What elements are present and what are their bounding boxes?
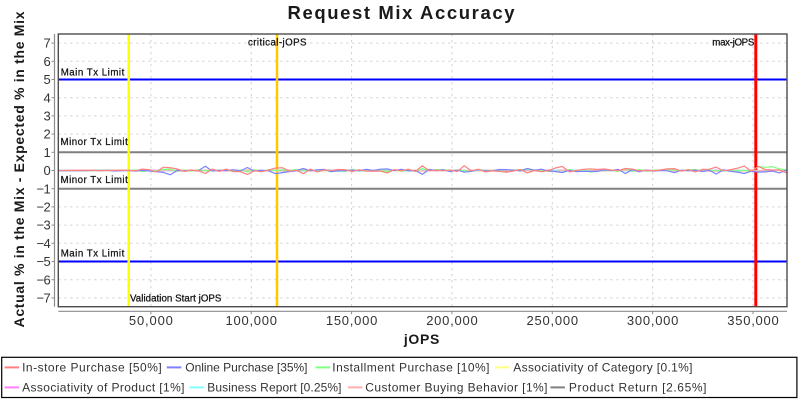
svg-text:Validation Start jOPS: Validation Start jOPS — [130, 293, 222, 304]
svg-text:Actual % in the Mix - Expected: Actual % in the Mix - Expected % in the … — [11, 11, 27, 327]
svg-text:Minor Tx Limit: Minor Tx Limit — [61, 137, 129, 148]
svg-text:100,000: 100,000 — [226, 313, 278, 328]
svg-text:jOPS: jOPS — [403, 331, 440, 347]
svg-text:350,000: 350,000 — [727, 313, 779, 328]
svg-text:−2: −2 — [37, 200, 51, 215]
svg-text:Customer Buying Behavior [1%]: Customer Buying Behavior [1%] — [365, 381, 547, 395]
svg-text:−7: −7 — [37, 291, 51, 306]
svg-text:250,000: 250,000 — [527, 313, 579, 328]
svg-text:Minor Tx Limit: Minor Tx Limit — [61, 175, 129, 186]
svg-text:critical-jOPS: critical-jOPS — [248, 38, 307, 49]
svg-text:−4: −4 — [37, 236, 51, 251]
svg-text:4: 4 — [43, 90, 50, 105]
svg-text:Installment Purchase [10%]: Installment Purchase [10%] — [332, 361, 489, 375]
svg-text:200,000: 200,000 — [426, 313, 478, 328]
svg-text:Product Return [2.65%]: Product Return [2.65%] — [569, 381, 707, 395]
svg-text:0: 0 — [43, 163, 50, 178]
svg-text:Request Mix Accuracy: Request Mix Accuracy — [288, 2, 516, 23]
svg-text:7: 7 — [43, 36, 50, 51]
svg-text:Business Report [0.25%]: Business Report [0.25%] — [207, 381, 341, 395]
svg-text:5: 5 — [43, 72, 50, 87]
svg-text:−3: −3 — [37, 218, 51, 233]
svg-text:300,000: 300,000 — [627, 313, 679, 328]
svg-text:max-jOPS: max-jOPS — [712, 38, 755, 49]
svg-text:2: 2 — [43, 127, 50, 142]
svg-text:Online Purchase [35%]: Online Purchase [35%] — [185, 361, 307, 375]
svg-text:Main Tx Limit: Main Tx Limit — [61, 67, 125, 78]
svg-text:50,000: 50,000 — [129, 313, 173, 328]
svg-text:1: 1 — [43, 145, 50, 160]
svg-text:Associativity of Product [1%]: Associativity of Product [1%] — [22, 381, 184, 395]
svg-text:−6: −6 — [37, 272, 51, 287]
svg-text:3: 3 — [43, 109, 50, 124]
svg-text:6: 6 — [43, 54, 50, 69]
svg-text:150,000: 150,000 — [326, 313, 378, 328]
svg-text:−1: −1 — [37, 181, 51, 196]
svg-text:−5: −5 — [37, 254, 51, 269]
svg-text:Associativity of Category [0.1: Associativity of Category [0.1%] — [513, 361, 692, 375]
svg-text:Main Tx Limit: Main Tx Limit — [61, 249, 125, 260]
svg-text:In-store Purchase [50%]: In-store Purchase [50%] — [22, 361, 162, 375]
